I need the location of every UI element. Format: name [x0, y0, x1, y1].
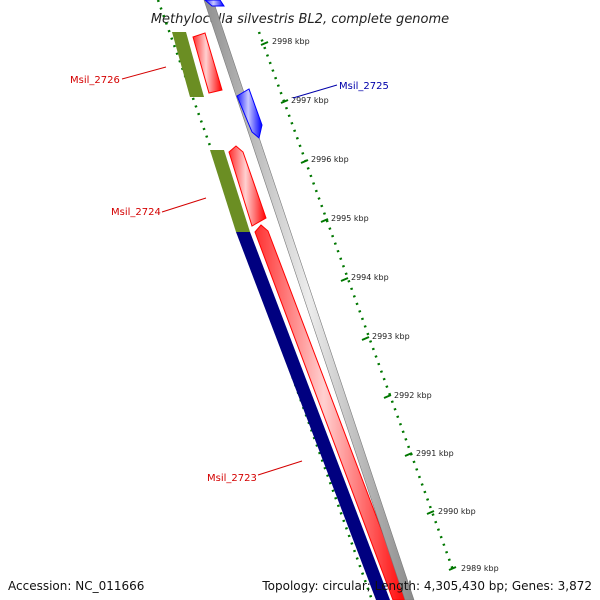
tick-2998: [260, 41, 269, 46]
tick-label-2991: 2991 kbp: [416, 449, 454, 458]
tick-label-2993: 2993 kbp: [372, 332, 410, 341]
tick-label-2996: 2996 kbp: [311, 155, 349, 164]
gene-labels: Msil_2726 Msil_2725 Msil_2724 Msil_2723: [70, 66, 389, 484]
tick-label-2994: 2994 kbp: [351, 273, 389, 282]
tick-label-2992: 2992 kbp: [394, 391, 432, 400]
tick-2989: [448, 566, 457, 571]
tick-2993: [361, 336, 370, 341]
cog-bar-msil-2724: [210, 150, 250, 232]
tick-2997: [280, 99, 289, 104]
tick-2991: [404, 452, 413, 457]
cds-msil-2726: [192, 32, 223, 94]
tick-2994: [340, 277, 349, 282]
gene-label-msil-2725[interactable]: Msil_2725: [339, 81, 389, 92]
cds-msil-2724: [228, 145, 267, 227]
gene-label-msil-2726[interactable]: Msil_2726: [70, 75, 120, 86]
cds-blue-top: [204, 0, 225, 7]
accession-text: Accession: NC_011666: [8, 579, 145, 593]
cds-msil-2723: [254, 224, 409, 600]
leader-msil-2725: [292, 84, 338, 99]
cog-bar-msil-2726: [172, 32, 204, 97]
tick-label-2998: 2998 kbp: [272, 37, 310, 46]
gene-label-msil-2723[interactable]: Msil_2723: [207, 473, 257, 484]
cog-bar-msil-2723: [236, 232, 390, 600]
genome-summary-text: Topology: circular; Length: 4,305,430 bp…: [262, 579, 592, 593]
tick-label-2989: 2989 kbp: [461, 564, 499, 573]
backbone-ring: [203, 0, 415, 600]
tick-2995: [320, 218, 329, 223]
tick-label-2995: 2995 kbp: [331, 214, 369, 223]
tick-2990: [426, 510, 435, 515]
tick-2996: [300, 159, 309, 164]
leader-msil-2726: [121, 66, 167, 80]
scale-ticks: 2998 kbp 2997 kbp 2996 kbp 2995 kbp 2994…: [260, 37, 499, 573]
leader-msil-2723: [257, 460, 303, 476]
gene-label-msil-2724[interactable]: Msil_2724: [111, 207, 161, 218]
map-title: Methylocella silvestris BL2, complete ge…: [151, 12, 449, 27]
tick-label-2990: 2990 kbp: [438, 507, 476, 516]
cds-msil-2725: [236, 88, 263, 139]
leader-msil-2724: [161, 197, 207, 213]
tick-2992: [383, 394, 392, 399]
tick-label-2997: 2997 kbp: [291, 96, 329, 105]
